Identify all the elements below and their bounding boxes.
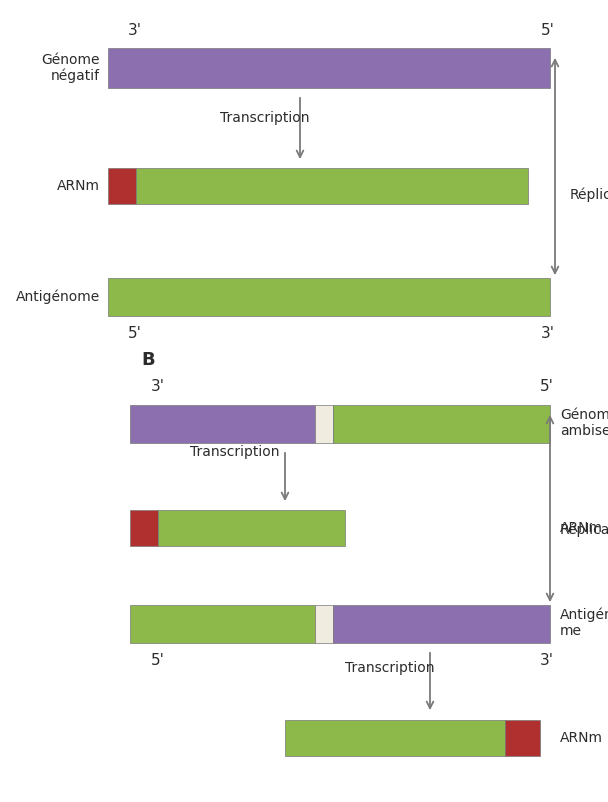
Text: B: B: [141, 351, 155, 369]
Text: 3': 3': [541, 326, 555, 341]
Bar: [130, 605, 315, 643]
Text: ARNm: ARNm: [560, 521, 603, 535]
Text: 5': 5': [540, 379, 554, 394]
Bar: [130, 510, 158, 546]
Bar: [333, 405, 550, 443]
Text: 5': 5': [151, 653, 165, 668]
Bar: [315, 605, 333, 643]
Text: 3': 3': [151, 379, 165, 394]
Text: 3': 3': [540, 653, 554, 668]
Bar: [158, 510, 345, 546]
Text: Transcription: Transcription: [220, 111, 309, 125]
Text: Réplication: Réplication: [570, 188, 608, 202]
Text: Transcription: Transcription: [190, 445, 280, 459]
Text: ARNm: ARNm: [57, 179, 100, 193]
Text: Génome
ambisens: Génome ambisens: [560, 408, 608, 438]
Text: Réplication: Réplication: [560, 523, 608, 537]
Text: Génome
négatif: Génome négatif: [41, 53, 100, 83]
Text: Antigéno
me: Antigéno me: [560, 608, 608, 638]
Text: Transcription: Transcription: [345, 661, 435, 675]
Bar: [108, 48, 550, 88]
Bar: [505, 720, 540, 756]
Text: 5': 5': [541, 23, 555, 38]
Text: 3': 3': [128, 23, 142, 38]
Text: 5': 5': [128, 326, 142, 341]
Bar: [108, 168, 136, 204]
Bar: [285, 720, 505, 756]
Text: Antigénome: Antigénome: [16, 290, 100, 304]
Bar: [108, 278, 550, 316]
Text: ARNm: ARNm: [560, 731, 603, 745]
Bar: [315, 405, 333, 443]
Bar: [333, 605, 550, 643]
Bar: [136, 168, 528, 204]
Bar: [130, 405, 315, 443]
